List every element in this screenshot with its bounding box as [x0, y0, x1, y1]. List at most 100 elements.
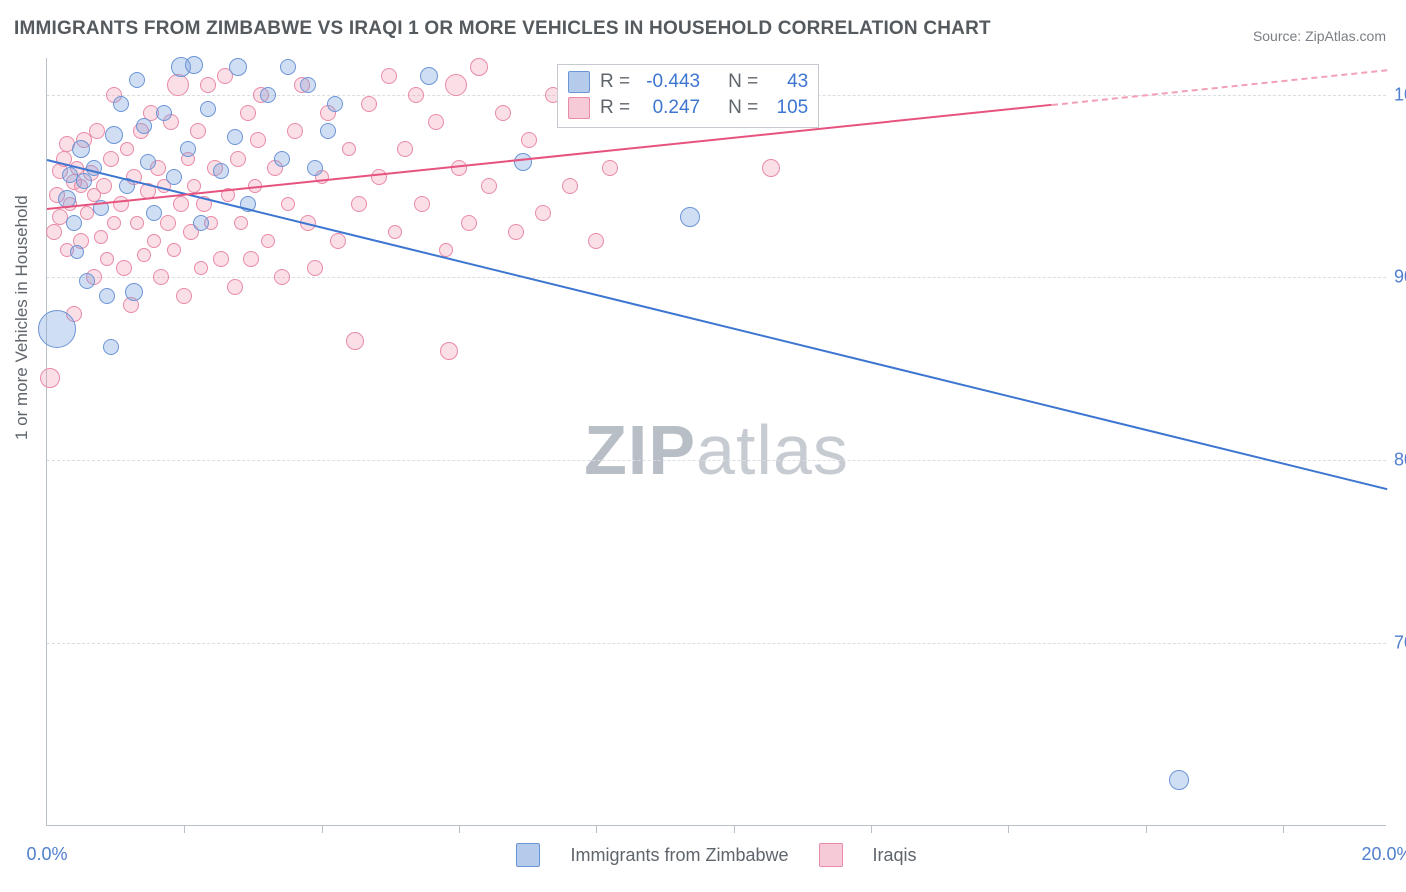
legend-label: Iraqis [873, 845, 917, 866]
data-point [99, 288, 115, 304]
data-point [176, 288, 192, 304]
x-minor-tick [322, 825, 323, 833]
data-point [230, 151, 246, 167]
data-point [94, 230, 108, 244]
trend-line [1052, 69, 1387, 106]
data-point [40, 368, 60, 388]
data-point [229, 58, 247, 76]
data-point [388, 225, 402, 239]
watermark: ZIPatlas [584, 410, 849, 490]
data-point [116, 260, 132, 276]
data-point [166, 169, 182, 185]
data-point [153, 269, 169, 285]
data-point [89, 123, 105, 139]
data-point [193, 215, 209, 231]
data-point [521, 132, 537, 148]
legend-swatch-icon [516, 843, 540, 867]
data-point [535, 205, 551, 221]
data-point [274, 269, 290, 285]
n-value: 105 [768, 95, 808, 121]
gridline [47, 460, 1386, 461]
data-point [602, 160, 618, 176]
x-minor-tick [184, 825, 185, 833]
data-point [397, 141, 413, 157]
data-point [762, 159, 780, 177]
data-point [185, 56, 203, 74]
data-point [136, 118, 152, 134]
data-point [381, 68, 397, 84]
data-point [428, 114, 444, 130]
trend-line [47, 104, 1052, 210]
data-point [243, 251, 259, 267]
data-point [173, 196, 189, 212]
data-point [234, 216, 248, 230]
data-point [190, 123, 206, 139]
trend-line [47, 159, 1387, 490]
data-point [103, 339, 119, 355]
swatch-blue-icon [568, 71, 590, 93]
gridline [47, 277, 1386, 278]
data-point [105, 126, 123, 144]
data-point [120, 142, 134, 156]
data-point [103, 151, 119, 167]
data-point [327, 96, 343, 112]
watermark-rest: atlas [696, 411, 849, 489]
data-point [508, 224, 524, 240]
x-minor-tick [1283, 825, 1284, 833]
x-minor-tick [459, 825, 460, 833]
r-value: -0.443 [640, 69, 700, 95]
data-point [420, 67, 438, 85]
data-point [588, 233, 604, 249]
data-point [342, 142, 356, 156]
legend-swatch-icon [819, 843, 843, 867]
data-point [156, 105, 172, 121]
data-point [227, 129, 243, 145]
data-point [440, 342, 458, 360]
source-link[interactable]: ZipAtlas.com [1305, 28, 1386, 44]
data-point [1169, 770, 1189, 790]
n-label: N = [728, 69, 758, 95]
data-point [137, 248, 151, 262]
data-point [147, 234, 161, 248]
x-minor-tick [1146, 825, 1147, 833]
data-point [481, 178, 497, 194]
legend-label: Immigrants from Zimbabwe [570, 845, 788, 866]
gridline [47, 643, 1386, 644]
data-point [167, 74, 189, 96]
data-point [66, 215, 82, 231]
data-point [227, 279, 243, 295]
y-tick-label: 80.0% [1394, 450, 1406, 471]
data-point [38, 310, 76, 348]
data-point [213, 163, 229, 179]
data-point [414, 196, 430, 212]
r-value: 0.247 [640, 95, 700, 121]
data-point [72, 140, 90, 158]
data-point [461, 215, 477, 231]
stats-row: R = 0.247 N = 105 [568, 95, 808, 121]
data-point [240, 105, 256, 121]
data-point [346, 332, 364, 350]
data-point [100, 252, 114, 266]
data-point [79, 273, 95, 289]
data-point [470, 58, 488, 76]
data-point [261, 234, 275, 248]
data-point [680, 207, 700, 227]
data-point [180, 141, 196, 157]
n-label: N = [728, 95, 758, 121]
data-point [213, 251, 229, 267]
data-point [107, 216, 121, 230]
x-minor-tick [734, 825, 735, 833]
data-point [307, 260, 323, 276]
data-point [70, 245, 84, 259]
data-point [260, 87, 276, 103]
data-point [300, 77, 316, 93]
data-point [130, 216, 144, 230]
scatter-plot: ZIPatlas 70.0%80.0%90.0%100.0%0.0%20.0%I… [46, 58, 1386, 826]
data-point [96, 178, 112, 194]
data-point [200, 77, 216, 93]
y-tick-label: 70.0% [1394, 633, 1406, 654]
x-minor-tick [1008, 825, 1009, 833]
data-point [200, 101, 216, 117]
source-attribution: Source: ZipAtlas.com [1253, 28, 1386, 44]
stats-row: R = -0.443 N = 43 [568, 69, 808, 95]
